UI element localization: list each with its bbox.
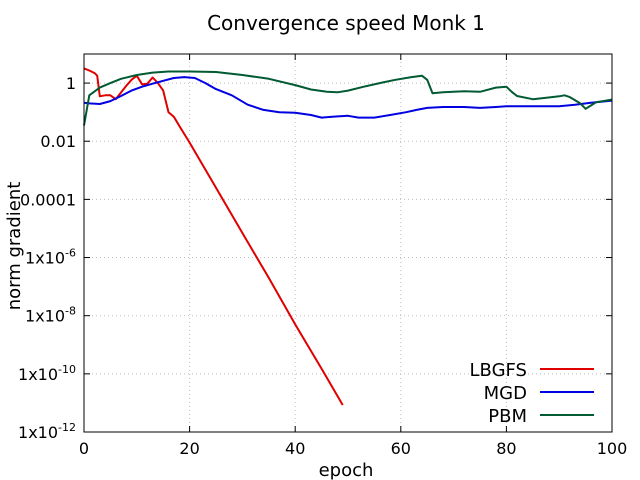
x-tick-labels: 0 20 40 60 80 100 [79, 439, 627, 458]
y-axis-label: norm gradient [4, 182, 25, 311]
series-lines [83, 67, 613, 406]
y-tick-label-exponent: -10 [58, 363, 76, 376]
y-tick-label-base: 1 [66, 74, 76, 93]
series-line-lbgfs [83, 67, 344, 406]
chart-title: Convergence speed Monk 1 [207, 11, 485, 35]
y-tick-label-base: 1x10 [25, 249, 65, 268]
y-tick-label-exponent: -6 [65, 247, 76, 260]
legend-label-pbm: PBM [488, 406, 527, 427]
plot-frame [83, 53, 613, 433]
y-tick-label: 1x10-10 [18, 363, 76, 384]
y-tick-label-base: 1x10 [18, 423, 58, 442]
x-tick-label: 0 [79, 439, 89, 458]
y-tick-label-base: 0.01 [40, 132, 76, 151]
series-line-mgd [83, 76, 613, 119]
y-tick-label-base: 1x10 [25, 307, 65, 326]
y-tick-label: 1 [66, 74, 76, 93]
x-tick-label: 100 [597, 439, 628, 458]
y-tick-label: 1x10-6 [25, 247, 76, 268]
legend-label-mgd: MGD [484, 383, 527, 404]
legend-label-lbgfs: LBGFS [470, 360, 527, 381]
y-tick-label-exponent: -12 [58, 421, 76, 434]
y-tick-label-exponent: -8 [65, 305, 76, 318]
legend: LBGFS MGD PBM [470, 360, 594, 427]
y-tick-label: 0.01 [40, 132, 76, 151]
y-tick-label: 0.0001 [20, 190, 76, 209]
x-tick-label: 40 [285, 439, 305, 458]
y-tick-label: 1x10-12 [18, 421, 76, 442]
axis-ticks [83, 54, 613, 433]
y-tick-label-base: 0.0001 [20, 190, 76, 209]
x-tick-label: 20 [179, 439, 199, 458]
y-tick-label: 1x10-8 [25, 305, 76, 326]
x-tick-label: 80 [496, 439, 516, 458]
y-tick-label-base: 1x10 [18, 365, 58, 384]
series-line-pbm [83, 70, 613, 126]
x-axis-label: epoch [319, 460, 374, 480]
x-tick-label: 60 [391, 439, 411, 458]
